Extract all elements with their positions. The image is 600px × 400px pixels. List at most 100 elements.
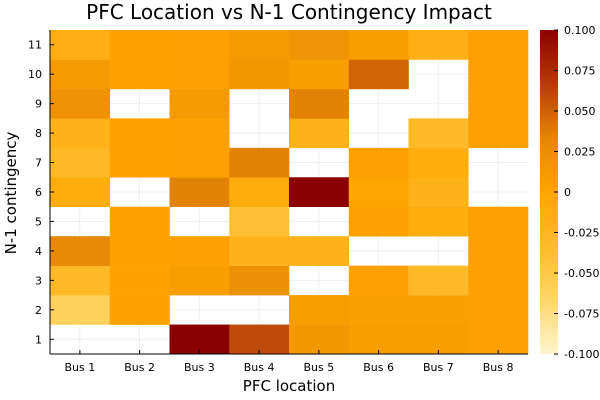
heatmap-cell	[229, 236, 290, 266]
heatmap-cell	[289, 324, 350, 355]
heatmap-cell	[289, 88, 350, 119]
heatmap-cell	[50, 147, 111, 178]
heatmap-cell	[468, 324, 529, 355]
y-tick-label: 5	[35, 215, 42, 228]
colorbar-ticks: 0.100 0.075 0.050 0.025 0 -0.025 -0.050 -0.075 -…	[554, 24, 599, 361]
heatmap-cell	[109, 147, 170, 178]
colorbar-tick-label: -0.025	[564, 227, 599, 240]
heatmap-cells	[50, 30, 529, 355]
heatmap-cell	[348, 295, 409, 325]
x-tick-label: Bus 5	[304, 361, 335, 374]
heatmap-cell	[169, 118, 230, 149]
heatmap-cell	[289, 30, 350, 60]
heatmap-cell	[408, 324, 469, 355]
heatmap-cell	[169, 265, 230, 296]
heatmap-cell	[348, 324, 409, 355]
y-axis-ticks: 1 2 3 4 5 6 7 8 9 10 11	[28, 39, 54, 346]
heatmap-cell	[50, 295, 111, 325]
heatmap-cell	[229, 206, 290, 237]
heatmap-cell	[348, 30, 409, 60]
heatmap-cell	[408, 206, 469, 237]
heatmap-cell	[468, 118, 529, 149]
heatmap-cell	[348, 59, 409, 90]
heatmap-cell	[229, 324, 290, 355]
heatmap-cell	[109, 236, 170, 266]
y-tick-label: 8	[35, 127, 42, 140]
heatmap-cell	[109, 59, 170, 90]
heatmap-cell	[289, 177, 350, 208]
heatmap-cell	[50, 265, 111, 296]
y-tick-label: 10	[28, 68, 42, 81]
heatmap-cell	[50, 236, 111, 266]
heatmap-cell	[109, 30, 170, 60]
x-tick-label: Bus 8	[483, 361, 514, 374]
heatmap-cell	[169, 30, 230, 60]
x-tick-label: Bus 6	[363, 361, 394, 374]
x-tick-label: Bus 7	[423, 361, 454, 374]
y-axis-label: N-1 contingency	[2, 131, 20, 254]
heatmap-cell	[109, 118, 170, 149]
heatmap-cell	[468, 236, 529, 266]
heatmap-cell	[229, 147, 290, 178]
colorbar-tick-label: -0.100	[564, 348, 599, 361]
heatmap-cell	[289, 118, 350, 149]
heatmap-cell	[229, 265, 290, 296]
heatmap-cell	[408, 177, 469, 208]
heatmap-cell	[408, 30, 469, 60]
heatmap-cell	[50, 177, 111, 208]
heatmap-cell	[348, 177, 409, 208]
heatmap-cell	[50, 30, 111, 60]
x-axis-label: PFC location	[243, 377, 335, 395]
x-tick-label: Bus 2	[124, 361, 155, 374]
y-tick-label: 11	[28, 39, 42, 52]
heatmap-cell	[468, 88, 529, 119]
heatmap-cell	[468, 295, 529, 325]
x-tick-label: Bus 4	[244, 361, 275, 374]
heatmap-cell	[289, 295, 350, 325]
heatmap-cell	[169, 324, 230, 355]
heatmap-cell	[468, 59, 529, 90]
heatmap-cell	[289, 59, 350, 90]
heatmap-cell	[408, 295, 469, 325]
colorbar	[540, 30, 558, 354]
heatmap-cell	[468, 206, 529, 237]
heatmap-cell	[229, 177, 290, 208]
colorbar-tick-label: 0.075	[564, 65, 596, 78]
heatmap-cell	[169, 177, 230, 208]
heatmap-cell	[408, 147, 469, 178]
colorbar-tick-label: 0	[564, 186, 571, 199]
chart-title: PFC Location vs N-1 Contingency Impact	[86, 0, 492, 24]
heatmap-cell	[348, 265, 409, 296]
heatmap-cell	[348, 206, 409, 237]
heatmap-cell	[169, 88, 230, 119]
x-tick-label: Bus 1	[65, 361, 96, 374]
colorbar-tick-label: 0.100	[564, 24, 596, 37]
heatmap-cell	[50, 118, 111, 149]
heatmap-cell	[169, 147, 230, 178]
y-tick-label: 6	[35, 186, 42, 199]
heatmap-cell	[50, 59, 111, 90]
colorbar-tick-label: 0.025	[564, 146, 596, 159]
heatmap-cell	[109, 265, 170, 296]
heatmap-cell	[169, 236, 230, 266]
heatmap-cell	[408, 265, 469, 296]
heatmap-cell	[348, 147, 409, 178]
y-tick-label: 3	[35, 274, 42, 287]
heatmap-cell	[169, 59, 230, 90]
colorbar-tick-label: 0.050	[564, 105, 596, 118]
heatmap-cell	[289, 236, 350, 266]
heatmap-cell	[109, 206, 170, 237]
y-tick-label: 7	[35, 157, 42, 170]
colorbar-tick-label: -0.075	[564, 308, 599, 321]
heatmap-cell	[468, 265, 529, 296]
heatmap-cell	[109, 295, 170, 325]
colorbar-tick-label: -0.050	[564, 267, 599, 280]
y-tick-label: 4	[35, 245, 42, 258]
heatmap-cell	[50, 88, 111, 119]
y-tick-label: 1	[35, 333, 42, 346]
y-tick-label: 2	[35, 304, 42, 317]
x-axis-ticks: Bus 1 Bus 2 Bus 3 Bus 4 Bus 5 Bus 6 Bus 7 Bus 8	[65, 350, 514, 374]
heatmap-cell	[229, 59, 290, 90]
heatmap-cell	[468, 30, 529, 60]
